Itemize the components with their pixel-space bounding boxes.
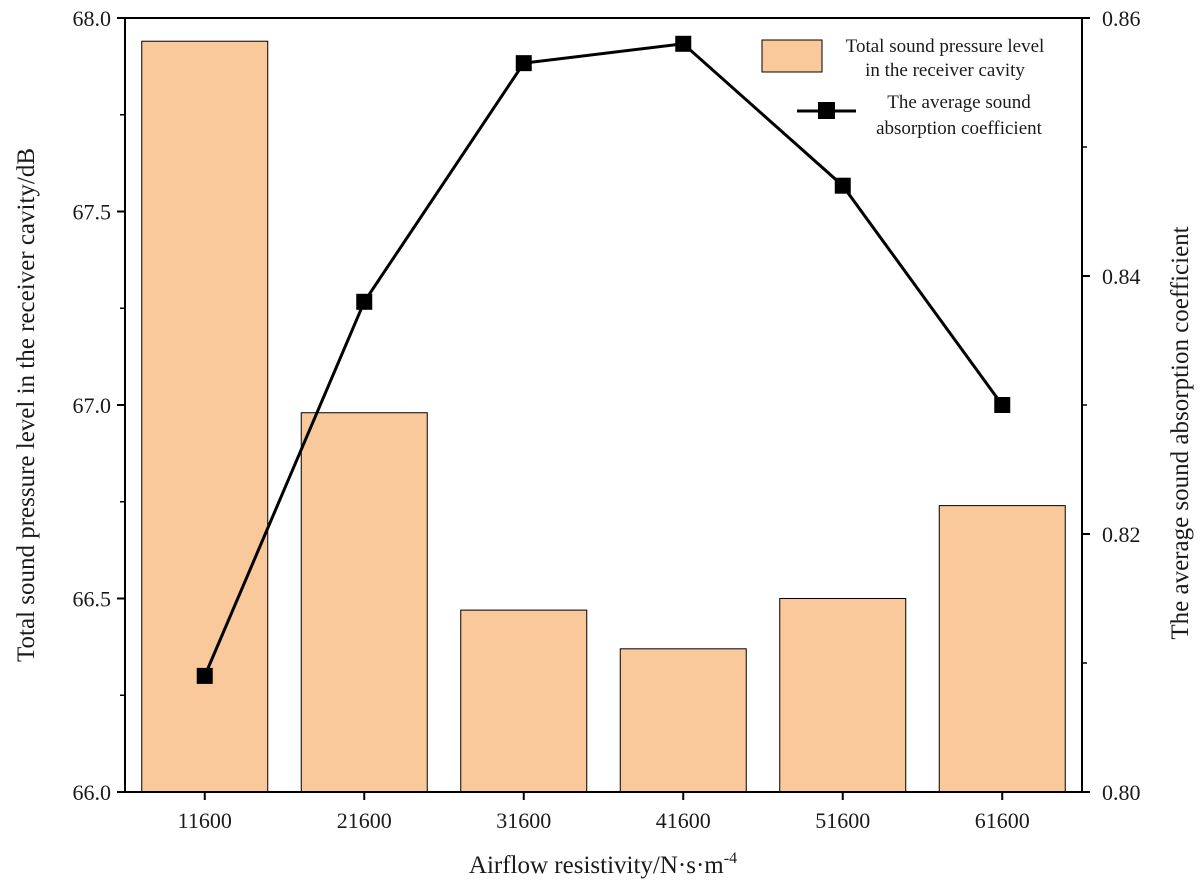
point-marker [196,667,213,684]
y-left-tick-label: 67.0 [73,393,112,418]
x-tick-label: 11600 [178,808,232,833]
bar [779,598,907,793]
legend-label-bar-line2: in the receiver cavity [865,60,1025,81]
line-series [196,35,1011,684]
series-line [203,42,1004,677]
x-axis: 11600 21600 31600 41600 51600 61600 [178,792,1030,833]
x-tick-label: 61600 [975,808,1030,833]
bar-series [141,40,1066,793]
y-left-tick-label: 68.0 [73,6,112,31]
x-axis-title-text: Airflow resistivity/N·s·m [469,852,724,879]
bar [619,648,747,793]
bar [460,609,588,793]
x-tick-label: 41600 [656,808,711,833]
legend-label-bar-line1: Total sound pressure level [846,36,1045,57]
y-left-tick-label: 66.5 [73,587,112,612]
y-right-tick-label: 0.80 [1102,780,1141,805]
x-tick-label: 31600 [496,808,551,833]
point-marker [834,177,851,194]
x-axis-title-superscript: -4 [724,850,737,867]
y-left-axis-title: Total sound pressure level in the receiv… [13,148,40,662]
point-marker [675,35,692,52]
legend-swatch-marker [818,102,835,119]
legend-swatch-bar [761,39,823,73]
y-left-tick-label: 67.5 [73,200,112,225]
bar [141,40,269,793]
y-left-tick-label: 66.0 [73,780,112,805]
x-axis-title: Airflow resistivity/N·s·m-4 [469,850,737,879]
y-right-tick-label: 0.84 [1102,264,1141,289]
y-left-axis: 66.0 66.5 67.0 67.5 68.0 [73,6,125,805]
y-right-tick-label: 0.86 [1102,6,1141,31]
y-right-axis-title: The average sound absorption coefficient [1167,226,1194,639]
y-right-axis: 0.80 0.82 0.84 0.86 [1082,6,1141,805]
x-tick-label: 21600 [337,808,392,833]
point-marker [356,293,373,310]
x-tick-label: 51600 [815,808,870,833]
bar [300,412,428,793]
bar [938,505,1066,793]
legend-label-line-line1: The average sound [887,92,1031,113]
point-marker [994,397,1011,413]
legend-label-line-line2: absorption coefficient [876,118,1043,139]
legend: Total sound pressure level in the receiv… [761,36,1045,139]
point-marker [515,55,532,72]
y-right-tick-label: 0.82 [1102,522,1141,547]
